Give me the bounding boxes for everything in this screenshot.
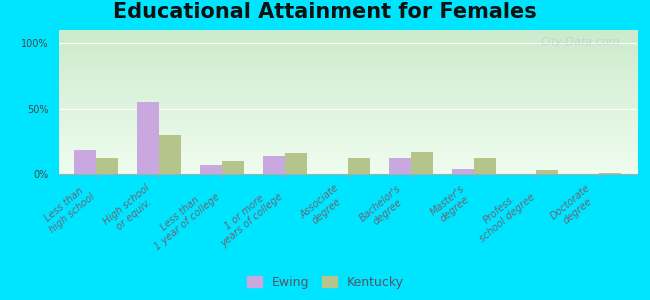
Bar [74, 150, 96, 174]
Bar [473, 158, 495, 174]
Legend: Ewing, Kentucky: Ewing, Kentucky [242, 271, 408, 294]
Bar [348, 158, 370, 174]
Bar [285, 153, 307, 174]
Text: Educational Attainment for Females: Educational Attainment for Females [113, 2, 537, 22]
Text: City-Data.com: City-Data.com [540, 37, 619, 47]
Bar [159, 135, 181, 174]
Bar [536, 170, 558, 174]
Bar [200, 165, 222, 174]
Bar [599, 173, 621, 174]
Bar [96, 158, 118, 174]
Bar [411, 152, 433, 174]
Bar [137, 102, 159, 174]
Bar [222, 161, 244, 174]
Bar [452, 169, 473, 174]
Bar [263, 156, 285, 174]
Bar [389, 158, 411, 174]
